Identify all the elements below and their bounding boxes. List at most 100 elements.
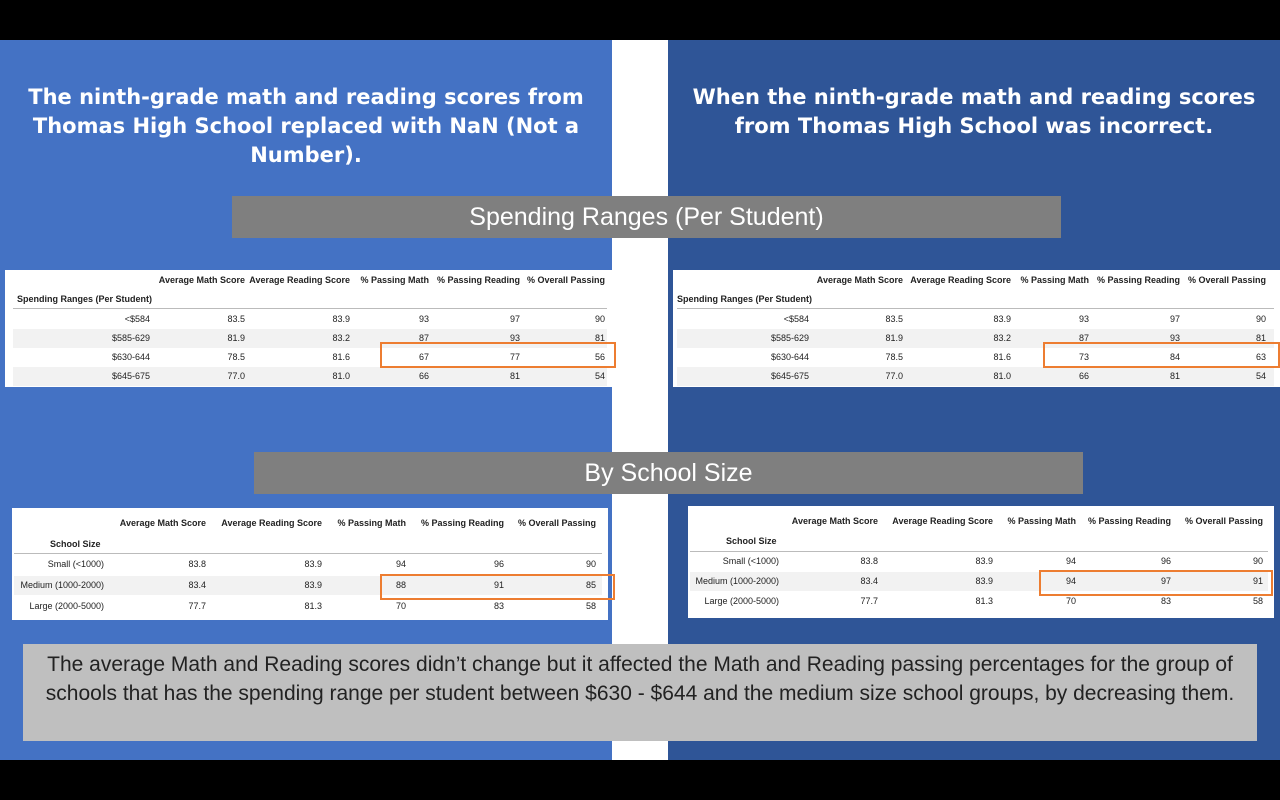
table-cell: 83.5	[227, 314, 245, 324]
table-cell: 93	[418, 314, 429, 324]
school-size-table-right: Average Math Score Average Reading Score%…	[688, 506, 1274, 618]
table-cell: 56	[594, 352, 605, 362]
column-header: % Overall Passing	[1184, 516, 1263, 526]
column-header: Average Reading Score	[221, 518, 322, 528]
right-panel	[668, 40, 1280, 760]
table-cell: 83.4	[860, 576, 878, 586]
row-label: Medium (1000-2000)	[20, 580, 104, 590]
table-cell: 81.9	[227, 333, 245, 343]
column-header: % Passing Math	[1007, 516, 1076, 526]
table-cell: 81.0	[993, 371, 1011, 381]
table-cell: 66	[418, 371, 429, 381]
index-label: Spending Ranges (Per Student)	[677, 294, 813, 304]
header-rule	[677, 308, 1274, 309]
column-header: % Overall Passing	[526, 275, 605, 285]
table-cell: 84	[1169, 352, 1180, 362]
left-heading: The ninth-grade math and reading scores …	[28, 85, 584, 167]
table-cell: 83.9	[332, 314, 350, 324]
table-cell: 77.7	[860, 596, 878, 606]
column-header: % Passing Math	[337, 518, 406, 528]
table-cell: 70	[395, 601, 406, 611]
table-cell: 91	[493, 580, 504, 590]
center-divider	[612, 40, 668, 760]
table-cell: 87	[1078, 333, 1089, 343]
table-cell: 93	[509, 333, 520, 343]
table-cell: 81	[509, 371, 520, 381]
column-header: % Passing Reading	[1087, 516, 1171, 526]
table-cell: 83.9	[993, 314, 1011, 324]
table-cell: 90	[1255, 314, 1266, 324]
table-cell: 83.2	[332, 333, 350, 343]
table-cell: 77.7	[188, 601, 206, 611]
left-panel	[0, 40, 612, 760]
row-label: <$584	[124, 314, 150, 324]
table-cell: 90	[594, 314, 605, 324]
table-cell: 63	[1255, 352, 1266, 362]
school-size-banner: By School Size	[254, 452, 1083, 494]
column-header: % Passing Reading	[1096, 275, 1180, 285]
column-header: % Overall Passing	[517, 518, 596, 528]
change-highlight-box	[380, 342, 616, 368]
table-cell: 83.8	[860, 556, 878, 566]
table-cell: 87	[418, 333, 429, 343]
index-label: School Size	[726, 536, 777, 546]
table-row	[677, 367, 1274, 386]
table-cell: 54	[1255, 371, 1266, 381]
index-label: School Size	[50, 539, 101, 549]
column-header: % Overall Passing	[1187, 275, 1266, 285]
table-row	[677, 310, 1274, 329]
row-label: $645-675	[770, 371, 809, 381]
header-rule	[14, 553, 602, 554]
table-cell: 93	[1078, 314, 1089, 324]
table-cell: 78.5	[227, 352, 245, 362]
table-cell: 94	[1065, 556, 1076, 566]
table-cell: 81.3	[304, 601, 322, 611]
table-cell: 83.5	[885, 314, 903, 324]
row-label: Large (2000-5000)	[704, 596, 779, 606]
column-header: % Passing Math	[360, 275, 429, 285]
row-label: Small (<1000)	[722, 556, 779, 566]
column-header: Average Math Score	[119, 518, 206, 528]
table-cell: 83.9	[304, 559, 322, 569]
table-cell: 83.9	[304, 580, 322, 590]
row-label: $630-644	[111, 352, 150, 362]
table-cell: 81.3	[975, 596, 993, 606]
table-cell: 81	[1169, 371, 1180, 381]
school-size-table-left: Average Math Score Average Reading Score%…	[12, 508, 608, 620]
column-header: % Passing Reading	[436, 275, 520, 285]
spending-ranges-banner: Spending Ranges (Per Student)	[232, 196, 1061, 238]
table-cell: 66	[1078, 371, 1089, 381]
table-cell: 81	[1255, 333, 1266, 343]
table-cell: 93	[1169, 333, 1180, 343]
table-cell: 97	[1160, 576, 1171, 586]
change-highlight-box	[1039, 570, 1273, 596]
table-cell: 83.9	[975, 576, 993, 586]
table-cell: 81.0	[332, 371, 350, 381]
spending-table-right: Average Math Score Average Reading Score%…	[673, 270, 1280, 387]
table-cell: 90	[585, 559, 596, 569]
table-cell: 97	[1169, 314, 1180, 324]
table-cell: 83.4	[188, 580, 206, 590]
header-rule	[690, 551, 1268, 552]
row-label: Medium (1000-2000)	[695, 576, 779, 586]
table-cell: 94	[395, 559, 406, 569]
table-cell: 54	[594, 371, 605, 381]
table-cell: 96	[493, 559, 504, 569]
row-label: Large (2000-5000)	[29, 601, 104, 611]
row-label: $585-629	[770, 333, 809, 343]
table-row	[13, 367, 607, 386]
table-cell: 77.0	[227, 371, 245, 381]
table-cell: 91	[1252, 576, 1263, 586]
table-cell: 83.8	[188, 559, 206, 569]
header-rule	[13, 308, 607, 309]
change-highlight-box	[380, 574, 615, 600]
table-cell: 83.2	[993, 333, 1011, 343]
column-header: Average Reading Score	[910, 275, 1011, 285]
column-header: % Passing Math	[1020, 275, 1089, 285]
table-cell: 83	[493, 601, 504, 611]
right-heading: When the ninth-grade math and reading sc…	[692, 85, 1256, 138]
table-cell: 83.9	[975, 556, 993, 566]
column-header: Average Math Score	[816, 275, 903, 285]
summary-note: The average Math and Reading scores didn…	[23, 644, 1257, 741]
row-label: $585-629	[111, 333, 150, 343]
